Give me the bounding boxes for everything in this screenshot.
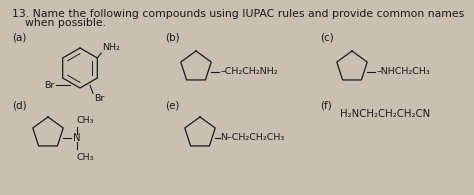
Text: Br: Br: [94, 94, 104, 103]
Text: –NHCH₂CH₃: –NHCH₂CH₃: [376, 67, 430, 76]
Text: 13. Name the following compounds using IUPAC rules and provide common names: 13. Name the following compounds using I…: [12, 9, 464, 19]
Text: (d): (d): [12, 100, 27, 110]
Text: Br: Br: [45, 81, 55, 90]
Text: when possible.: when possible.: [25, 18, 106, 28]
Text: N–CH₂CH₂CH₃: N–CH₂CH₂CH₃: [220, 133, 284, 142]
Text: (c): (c): [320, 32, 334, 42]
Text: (e): (e): [165, 100, 179, 110]
Text: (f): (f): [320, 100, 332, 110]
Text: (a): (a): [12, 32, 27, 42]
Text: H₂NCH₂CH₂CH₂CN: H₂NCH₂CH₂CH₂CN: [340, 109, 430, 119]
Text: NH₂: NH₂: [102, 43, 120, 52]
Text: (b): (b): [165, 32, 180, 42]
Text: –CH₂CH₂NH₂: –CH₂CH₂NH₂: [220, 67, 278, 76]
Text: CH₃: CH₃: [76, 153, 94, 162]
Text: CH₃: CH₃: [76, 116, 94, 125]
Text: N: N: [73, 133, 81, 143]
